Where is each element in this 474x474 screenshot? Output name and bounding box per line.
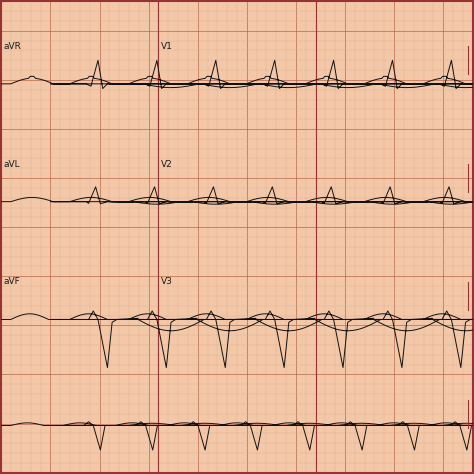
Text: aVR: aVR <box>4 42 22 51</box>
Text: V2: V2 <box>161 160 173 169</box>
Text: V3: V3 <box>161 277 173 286</box>
Text: aVL: aVL <box>4 160 20 169</box>
Text: V1: V1 <box>161 42 173 51</box>
Text: aVF: aVF <box>4 277 20 286</box>
